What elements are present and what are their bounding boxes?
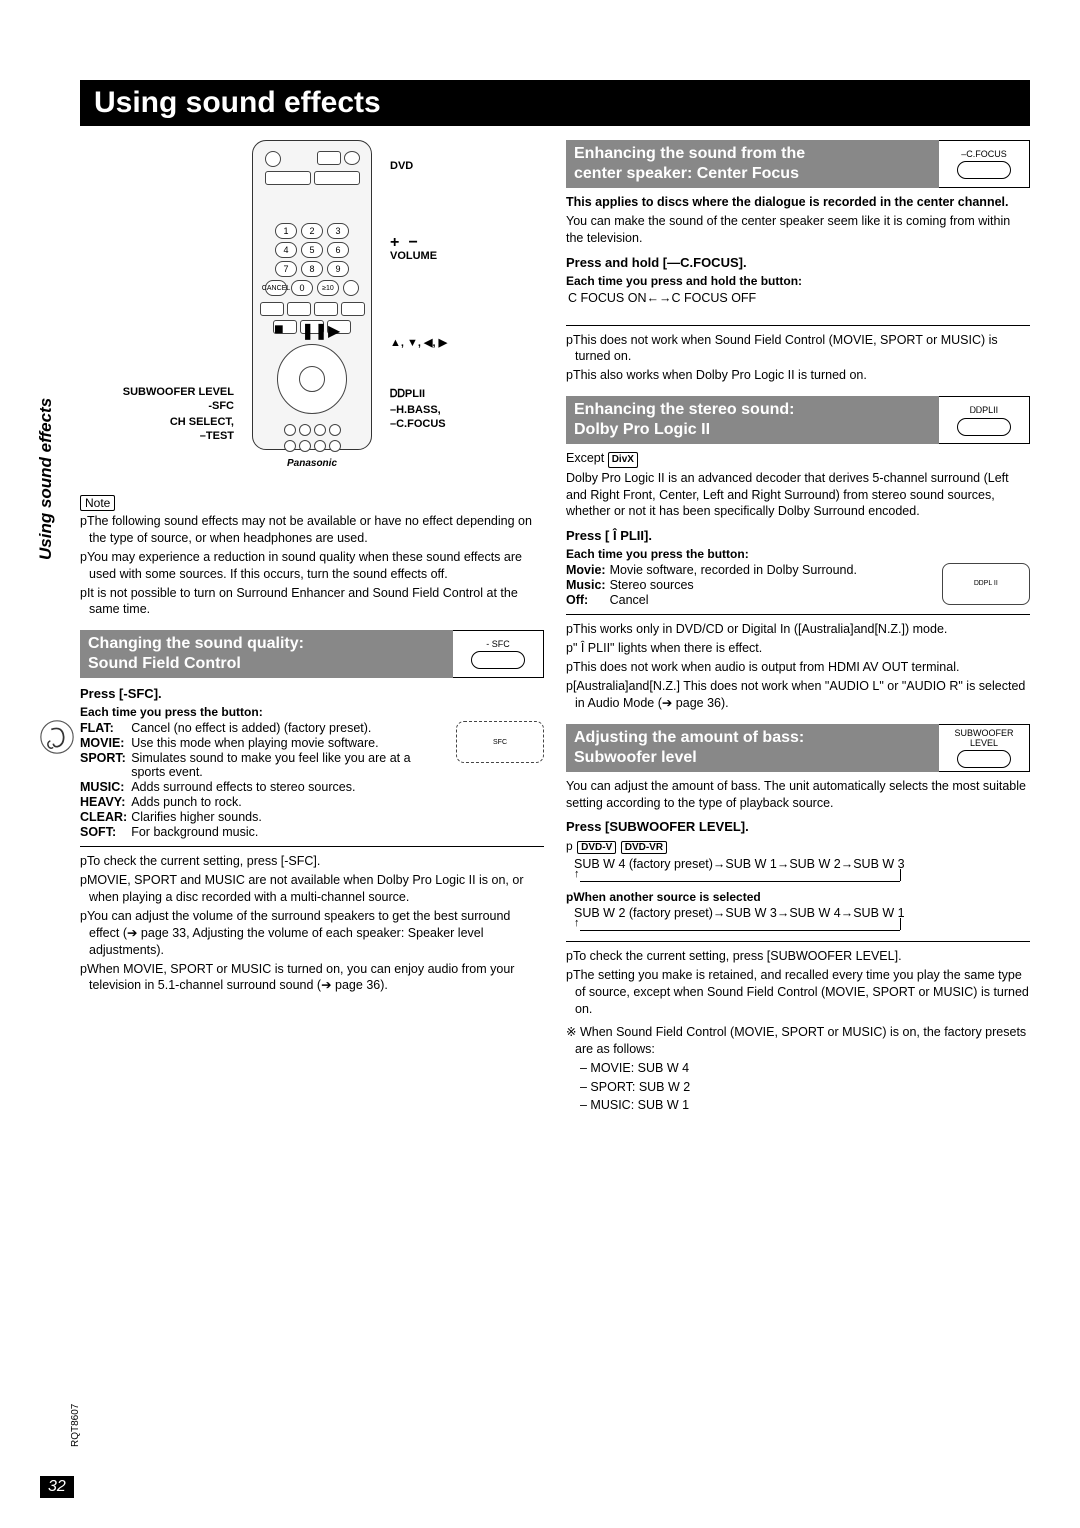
label-volume: VOLUME [390, 250, 437, 262]
plii-note: pThis does not work when audio is output… [566, 659, 1030, 676]
note-line: pYou may experience a reduction in sound… [80, 549, 544, 583]
cfocus-button-icon: –C.FOCUS [939, 140, 1030, 188]
note-block: Note pThe following sound effects may no… [80, 494, 544, 618]
plii-intro: Dolby Pro Logic II is an advanced decode… [566, 470, 1030, 521]
plii-note: p" Î PLII" lights when there is effect. [566, 640, 1030, 657]
note-line: pThe following sound effects may not be … [80, 513, 544, 547]
sub-press: Press [SUBWOOFER LEVEL]. [566, 819, 1030, 834]
plii-button-icon: ᎠᎠPLII [939, 396, 1030, 444]
plii-modes-table: Movie:Movie software, recorded in Dolby … [566, 563, 861, 608]
label-sfc: -SFC [208, 400, 234, 412]
plii-each: Each time you press the button: [566, 547, 1030, 561]
label-plus: + [390, 234, 399, 251]
sub-foot-item: – SPORT: SUB W 2 [566, 1079, 1030, 1096]
label-minus: − [409, 234, 418, 251]
sfc-button-icon: - SFC [453, 630, 544, 678]
sfc-note: pYou can adjust the volume of the surrou… [80, 908, 544, 959]
document-id: RQT8607 [70, 1404, 81, 1447]
disc-tag: DVD-VR [621, 841, 667, 854]
plii-title-2: Dolby Pro Logic II [574, 421, 710, 438]
sub-intro: You can adjust the amount of bass. The u… [566, 778, 1030, 812]
label-plii: ᎠᎠPLII [390, 388, 425, 401]
sfc-note: pMOVIE, SPORT and MUSIC are not availabl… [80, 872, 544, 906]
label-hbass: –H.BASS, [390, 404, 441, 416]
plii-display-icon: ᎠᎠPL II [942, 563, 1030, 605]
side-tab-label: Using sound effects [36, 398, 56, 560]
sub-when-other: pWhen another source is selected [566, 890, 1030, 904]
sub-foot-item: – MUSIC: SUB W 1 [566, 1097, 1030, 1114]
sfc-display-icon: SFC [456, 721, 544, 763]
page-number: 32 [40, 1476, 74, 1498]
cfocus-press: Press and hold [—C.FOCUS]. [566, 255, 1030, 270]
ear-icon [38, 718, 76, 756]
label-ch-select: CH SELECT, [170, 416, 234, 428]
sfc-each: Each time you press the button: [80, 705, 544, 719]
right-column: Enhancing the sound from the center spea… [566, 140, 1030, 1116]
note-line: pIt is not possible to turn on Surround … [80, 585, 544, 619]
plii-note: pThis works only in DVD/CD or Digital In… [566, 621, 1030, 638]
sfc-press: Press [-SFC]. [80, 686, 544, 701]
note-label: Note [80, 495, 115, 511]
sfc-title-2: Sound Field Control [88, 655, 241, 672]
remote-brand: Panasonic [259, 458, 365, 469]
label-dvd: DVD [390, 160, 413, 172]
sub-title-1: Adjusting the amount of bass: [574, 729, 804, 746]
sub-note: pTo check the current setting, press [SU… [566, 948, 1030, 965]
remote-body: 123 456 789 CANCEL0≥10 ■❚❚▶ Panasonic [252, 140, 372, 450]
page-title: Using sound effects [80, 80, 1030, 126]
section-subwoofer: Adjusting the amount of bass: Subwoofer … [566, 724, 1030, 772]
cfocus-intro-bold: This applies to discs where the dialogue… [566, 194, 1030, 211]
plii-note: p[Australia]and[N.Z.] This does not work… [566, 678, 1030, 712]
label-cfocus: –C.FOCUS [390, 418, 446, 430]
sfc-note: pWhen MOVIE, SPORT or MUSIC is turned on… [80, 961, 544, 995]
cfocus-title-2: center speaker: Center Focus [574, 165, 799, 182]
page: Using sound effects Using sound effects … [0, 0, 1080, 1528]
cfocus-note: pThis also works when Dolby Pro Logic II… [566, 367, 1030, 384]
sub-seq-2: SUB W 2 (factory preset)→SUB W 3→SUB W 4… [574, 906, 1030, 920]
label-arrows: ▲, ▼, ◀, ▶ [390, 336, 447, 349]
plii-except: Except [566, 451, 604, 465]
remote-diagram: SUBWOOFER LEVEL -SFC CH SELECT, –TEST DV… [80, 140, 544, 480]
cfocus-title-1: Enhancing the sound from the [574, 145, 805, 162]
plii-except-tag: DivX [608, 452, 638, 468]
plii-title-1: Enhancing the stereo sound: [574, 401, 794, 418]
sfc-note: pTo check the current setting, press [-S… [80, 853, 544, 870]
cfocus-intro: You can make the sound of the center spe… [566, 213, 1030, 247]
cfocus-seq: C FOCUS ON←→C FOCUS OFF [568, 290, 1030, 307]
label-subwoofer-level: SUBWOOFER LEVEL [123, 386, 234, 398]
left-column: SUBWOOFER LEVEL -SFC CH SELECT, –TEST DV… [80, 140, 544, 1116]
label-test: –TEST [200, 430, 234, 442]
sub-note: pThe setting you make is retained, and r… [566, 967, 1030, 1018]
sub-footnote-lead: ※ When Sound Field Control (MOVIE, SPORT… [566, 1024, 1030, 1058]
cfocus-each: Each time you press and hold the button: [566, 274, 1030, 288]
cfocus-note: pThis does not work when Sound Field Con… [566, 332, 1030, 366]
sub-seq-1: SUB W 4 (factory preset)→SUB W 1→SUB W 2… [574, 857, 1030, 871]
section-cfocus: Enhancing the sound from the center spea… [566, 140, 1030, 188]
sub-foot-item: – MOVIE: SUB W 4 [566, 1060, 1030, 1077]
sub-title-2: Subwoofer level [574, 749, 697, 766]
plii-press: Press [ Î PLII]. [566, 528, 1030, 543]
sfc-title-1: Changing the sound quality: [88, 635, 304, 652]
sfc-modes-table: FLAT:Cancel (no effect is added) (factor… [80, 721, 450, 840]
section-sfc: Changing the sound quality: Sound Field … [80, 630, 544, 678]
section-plii: Enhancing the stereo sound: Dolby Pro Lo… [566, 396, 1030, 444]
disc-tag: DVD-V [577, 841, 616, 854]
sub-button-icon: SUBWOOFER LEVEL [939, 724, 1030, 772]
